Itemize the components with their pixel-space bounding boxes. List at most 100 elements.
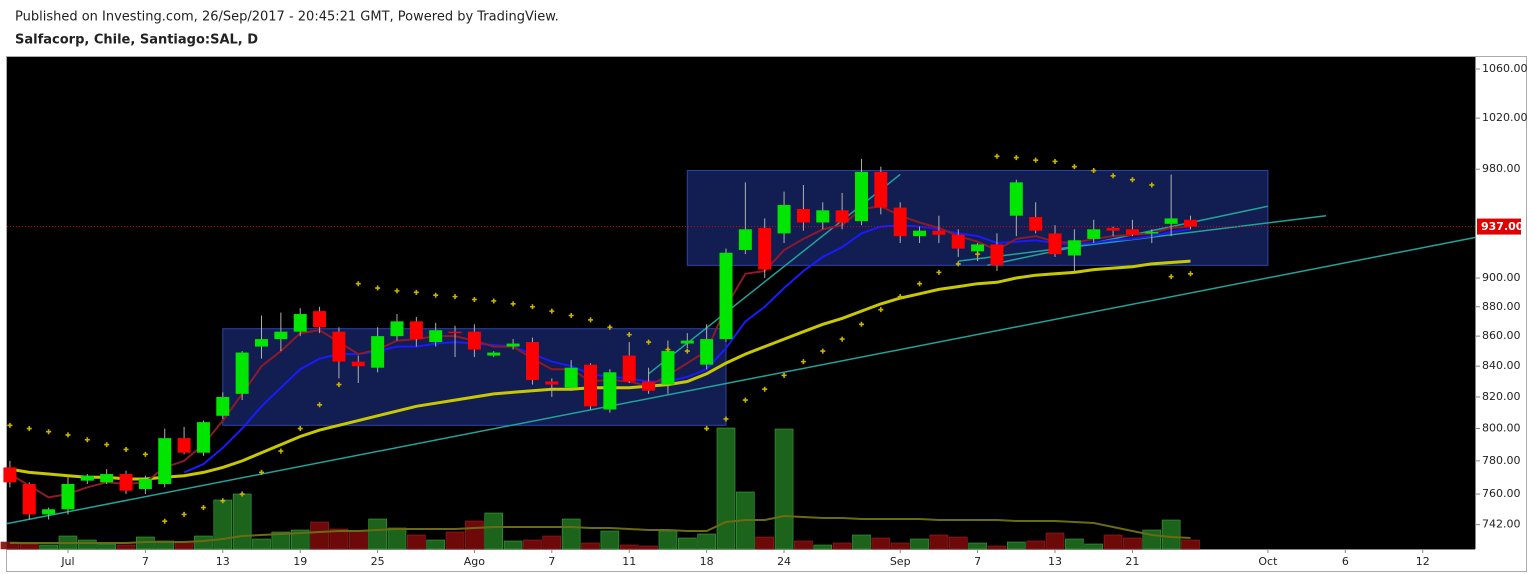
volume-bar	[581, 542, 600, 550]
candle-body	[971, 244, 985, 252]
candle-body	[448, 331, 462, 334]
sar-dot	[1110, 173, 1116, 179]
candle-body	[661, 351, 675, 385]
candle-body	[564, 367, 578, 388]
volume-bar	[174, 541, 194, 550]
volume-bar	[348, 530, 368, 550]
volume-bar	[252, 538, 271, 550]
sar-dot	[955, 261, 961, 267]
volume-bar	[697, 533, 716, 550]
candle-body	[42, 509, 56, 515]
sar-dot	[975, 251, 981, 257]
candle-body	[1067, 240, 1081, 256]
y-tick-label: 780.00	[1482, 454, 1521, 467]
y-tick-label: 860.00	[1482, 329, 1521, 342]
sar-dot	[46, 429, 52, 435]
candle-body	[235, 352, 249, 394]
volume-bar	[213, 499, 233, 550]
x-tick-label: 25	[371, 555, 385, 568]
volume-bar	[39, 544, 58, 550]
sar-dot	[278, 448, 284, 454]
candle-body	[158, 438, 172, 484]
volume-bar	[232, 493, 252, 550]
candle-body	[1183, 219, 1197, 227]
candle-body	[196, 422, 210, 453]
volume-bar	[987, 545, 1007, 550]
sar-dot	[452, 294, 458, 300]
sar-dot	[375, 285, 381, 291]
sar-dot	[142, 451, 148, 457]
candle-body	[293, 314, 307, 332]
moving-average	[183, 224, 1191, 474]
sar-dot	[413, 289, 419, 295]
candle-body	[874, 171, 888, 208]
volume-bar	[1065, 538, 1084, 550]
y-tick-label: 820.00	[1482, 390, 1521, 403]
volume-bar	[1161, 519, 1181, 550]
x-tick-label: 19	[293, 555, 307, 568]
candle-body	[758, 227, 772, 270]
volume-bar	[1026, 540, 1045, 550]
volume-bar	[794, 540, 813, 550]
volume-bar	[755, 536, 775, 550]
chart-title: Salfacorp, Chile, Santiago:SAL, D	[15, 33, 258, 48]
volume-bar	[542, 535, 562, 550]
x-tick-label: 6	[1342, 555, 1349, 568]
volume-bar	[619, 544, 639, 550]
sar-dot	[200, 505, 206, 511]
volume-bar	[929, 534, 949, 550]
last-price-label: 937.00	[1481, 220, 1524, 233]
x-tick-label: 7	[974, 555, 981, 568]
sar-dot	[1168, 274, 1174, 280]
last-price-box	[1477, 218, 1521, 235]
volume-bar	[852, 534, 871, 550]
sar-dot	[1033, 157, 1039, 163]
volume-bar	[1045, 532, 1065, 550]
candle-body	[1145, 232, 1159, 234]
volume-bar	[116, 544, 136, 550]
candle-body	[332, 331, 346, 362]
volume-bar	[832, 542, 852, 550]
candle-body	[255, 339, 269, 347]
volume-bar	[1181, 539, 1200, 550]
sar-dot	[626, 332, 632, 338]
sar-dot	[607, 324, 613, 330]
volume-bar	[387, 527, 407, 550]
y-tick-label: 760.00	[1482, 487, 1521, 500]
volume-bar	[1123, 537, 1142, 550]
volume-bar	[484, 512, 504, 550]
candle-body	[409, 321, 423, 340]
candle-body	[177, 438, 191, 453]
candle-body	[913, 230, 927, 237]
volume-bar	[600, 530, 620, 550]
sar-dot	[529, 304, 535, 310]
sar-dot	[781, 372, 787, 378]
sar-dot	[878, 307, 884, 313]
candle-body	[1048, 233, 1062, 255]
candle-body	[622, 355, 636, 382]
y-tick-label: 980.00	[1482, 162, 1521, 175]
y-tick-label: 1020.00	[1482, 111, 1528, 124]
x-tick-label: 7	[142, 555, 149, 568]
sar-dot	[1129, 177, 1135, 183]
candle-body	[680, 340, 694, 344]
candle-body	[932, 230, 946, 235]
candle-body	[1009, 182, 1023, 216]
volume-bar	[639, 545, 658, 550]
candle-body	[100, 474, 114, 483]
sar-dot	[220, 498, 226, 504]
volume-bar	[194, 535, 213, 550]
sar-dot	[259, 469, 265, 475]
y-tick-label: 1060.00	[1482, 62, 1528, 75]
candle-body	[138, 479, 152, 490]
sar-dot	[568, 312, 574, 318]
candle-body	[584, 364, 598, 407]
moving-average	[9, 259, 1191, 481]
volume-bar	[1007, 541, 1026, 550]
sar-dot	[684, 348, 690, 354]
candle-body	[738, 229, 752, 250]
sar-dot	[839, 336, 845, 342]
x-tick-label: 12	[1416, 555, 1430, 568]
volume-bar	[445, 531, 465, 550]
sar-dot	[433, 292, 439, 298]
